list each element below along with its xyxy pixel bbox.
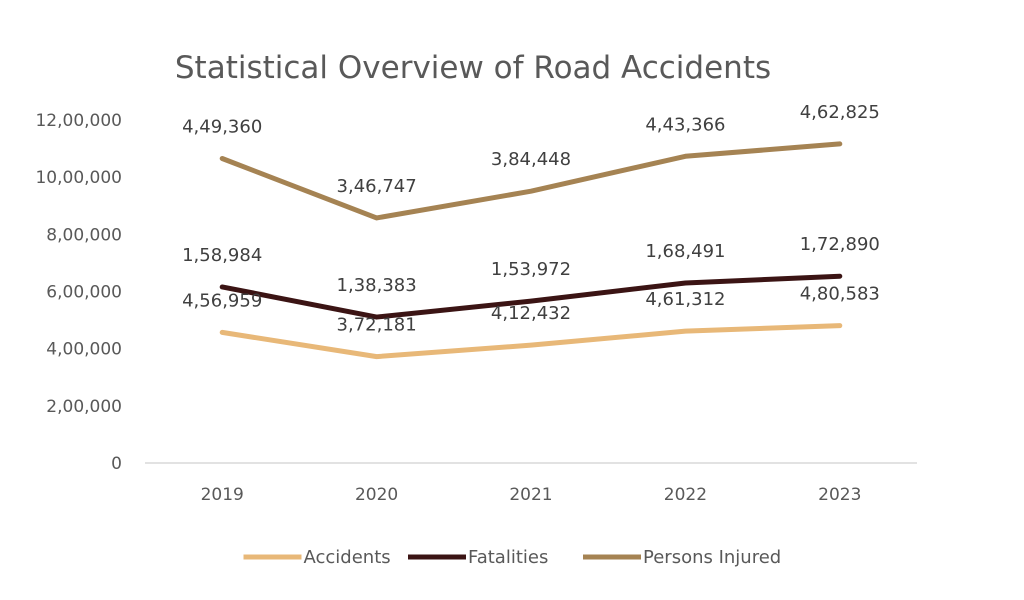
data-label: 1,58,984 [182, 245, 262, 266]
data-label: 4,80,583 [800, 284, 880, 305]
data-label: 1,72,890 [800, 234, 880, 255]
series-line-accidents [219, 323, 843, 360]
chart-title: Statistical Overview of Road Accidents [175, 50, 771, 86]
data-label: 3,72,181 [337, 315, 417, 336]
y-tick-label: 6,00,000 [46, 283, 122, 303]
series-line-fatalities [219, 273, 843, 320]
y-tick-label: 12,00,000 [35, 111, 122, 131]
data-label: 1,53,972 [491, 259, 571, 280]
data-label: 1,68,491 [645, 241, 725, 262]
y-tick-label: 8,00,000 [46, 225, 122, 245]
y-tick-label: 0 [111, 454, 122, 474]
data-label: 4,49,360 [182, 117, 262, 138]
y-tick-label: 10,00,000 [35, 168, 122, 188]
legend-label: Persons Injured [643, 547, 781, 568]
data-label: 3,46,747 [337, 176, 417, 197]
y-tick-label: 4,00,000 [46, 340, 122, 360]
legend-label: Accidents [304, 547, 391, 568]
legend: Accidents Fatalities Persons Injured [243, 547, 781, 568]
data-label: 3,84,448 [491, 149, 571, 170]
x-tick-label: 2021 [509, 485, 552, 505]
legend-label: Fatalities [468, 547, 548, 568]
x-tick-label: 2020 [355, 485, 398, 505]
series-line-persons-injured [219, 141, 843, 221]
x-tick-label: 2022 [664, 485, 707, 505]
series-lines [219, 141, 843, 360]
x-tick-label: 2023 [818, 485, 861, 505]
y-tick-label: 2,00,000 [46, 397, 122, 417]
data-label: 4,56,959 [182, 290, 262, 311]
data-labels: 4,56,959 3,72,181 4,12,432 4,61,312 4,80,583… [182, 102, 880, 336]
x-tick-label: 2019 [201, 485, 244, 505]
axes: 0 2,00,000 4,00,000 6,00,000 8,00,000 10,00,0… [35, 111, 917, 505]
data-label: 4,62,825 [800, 102, 880, 123]
data-label: 1,38,383 [337, 275, 417, 296]
data-label: 4,12,432 [491, 303, 571, 324]
data-label: 4,43,366 [645, 114, 725, 135]
data-label: 4,61,312 [645, 289, 725, 310]
